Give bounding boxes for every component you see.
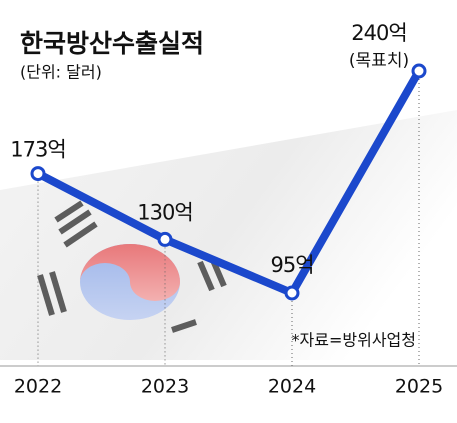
data-point [30, 166, 46, 182]
source-note: *자료=방위사업청 [292, 331, 416, 350]
annotation: (목표치) [349, 51, 409, 71]
x-tick-label: 2025 [395, 376, 443, 398]
value-label: 95억 [270, 253, 313, 277]
value-label: 240억 [351, 21, 406, 45]
flag-background [0, 110, 457, 360]
data-point [284, 285, 300, 301]
x-tick-label: 2022 [14, 376, 62, 398]
value-label: 130억 [137, 200, 192, 224]
chart-subtitle: (단위: 달러) [20, 63, 102, 82]
x-tick-label: 2024 [268, 376, 316, 398]
data-point [157, 231, 173, 247]
x-tick-label: 2023 [141, 376, 189, 398]
value-label: 173억 [10, 138, 65, 162]
data-point [411, 63, 427, 79]
data-line [36, 69, 423, 297]
chart-title: 한국방산수출실적 [20, 29, 204, 58]
